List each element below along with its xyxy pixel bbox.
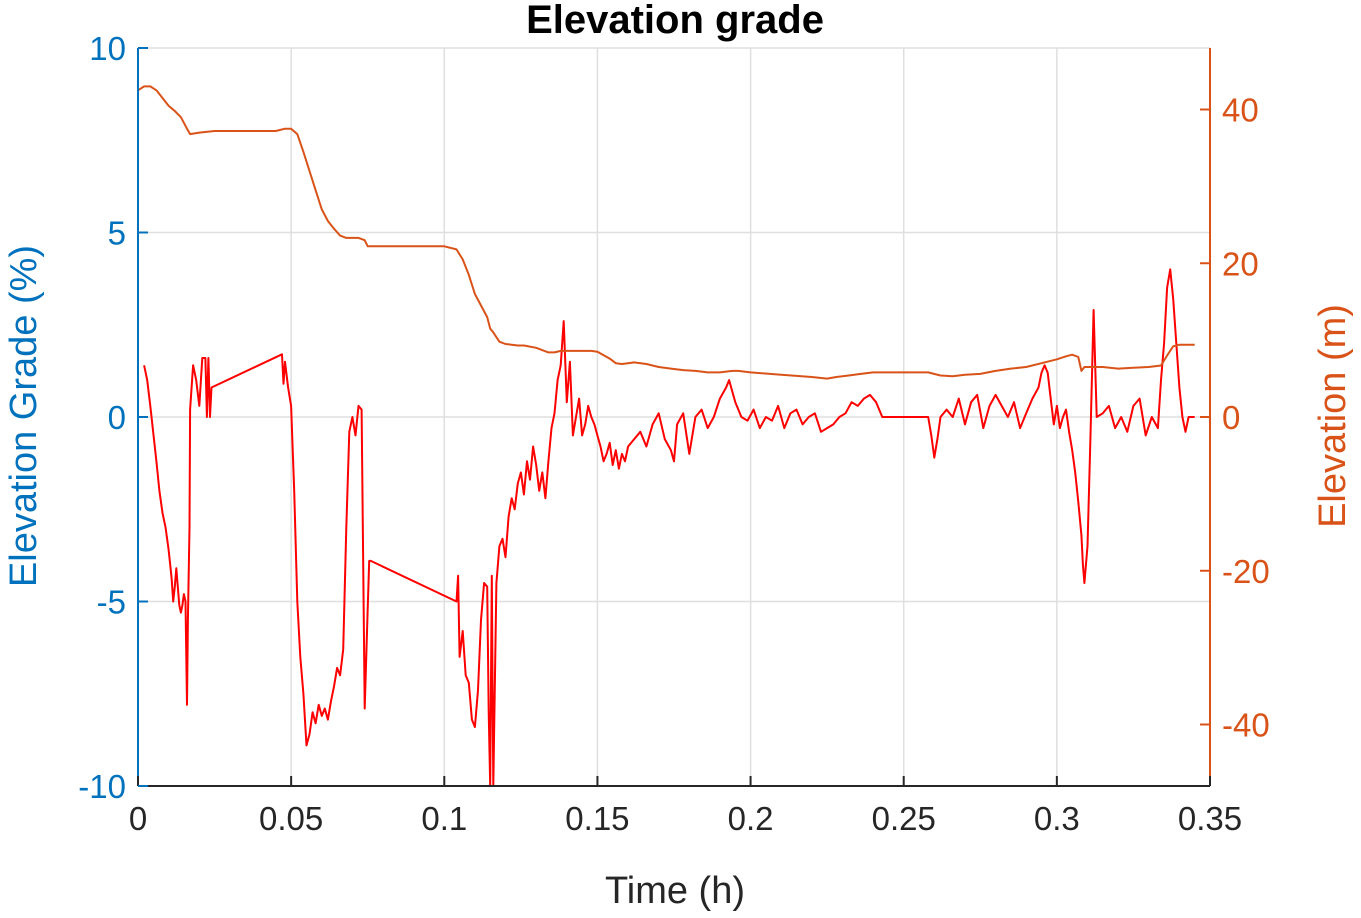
y-right-tick-label: 0 bbox=[1222, 399, 1240, 436]
plot-area bbox=[137, 85, 1195, 787]
x-tick-label: 0.05 bbox=[259, 800, 323, 837]
y-right-tick-label: -40 bbox=[1222, 707, 1270, 744]
x-tick-label: 0 bbox=[129, 800, 147, 837]
y-left-tick-label: -5 bbox=[97, 584, 126, 621]
elevation-series-line bbox=[137, 85, 1195, 380]
chart-title: Elevation grade bbox=[526, 0, 824, 42]
y-left-tick-label: 0 bbox=[108, 399, 126, 436]
y-left-tick-label: -10 bbox=[78, 768, 126, 805]
grade-series-line bbox=[143, 268, 1195, 787]
axes: 0 0.05 0.1 0.15 0.2 0.25 0.3 0.35 10 5 0 -5 -10 40 20 0… bbox=[78, 30, 1269, 837]
x-tick-label: 0.3 bbox=[1034, 800, 1080, 837]
y-left-axis-label: Elevation Grade (%) bbox=[3, 245, 45, 587]
x-tick-label: 0.2 bbox=[728, 800, 774, 837]
y-right-tick-label: 40 bbox=[1222, 92, 1259, 129]
x-tick-label: 0.35 bbox=[1178, 800, 1242, 837]
x-tick-label: 0.1 bbox=[421, 800, 467, 837]
x-tick-label: 0.15 bbox=[565, 800, 629, 837]
x-tick-label: 0.25 bbox=[872, 800, 936, 837]
x-axis-label: Time (h) bbox=[605, 870, 745, 912]
y-left-tick-label: 10 bbox=[89, 30, 126, 67]
y-right-tick-label: 20 bbox=[1222, 245, 1259, 282]
y-right-axis-label: Elevation (m) bbox=[1312, 304, 1354, 528]
y-right-tick-label: -20 bbox=[1222, 553, 1270, 590]
y-left-tick-label: 5 bbox=[108, 215, 126, 252]
grid-lines bbox=[137, 47, 1211, 787]
